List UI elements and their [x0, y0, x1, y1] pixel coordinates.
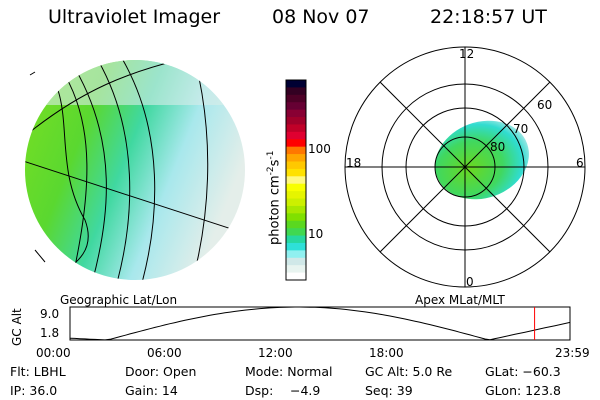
colorbar-band — [286, 102, 306, 111]
colorbar-band — [286, 131, 306, 140]
colorbar-band — [286, 250, 306, 259]
unit-s: s — [267, 159, 283, 167]
colorbar-band — [286, 161, 306, 170]
colorbar-band — [286, 176, 306, 185]
mlt-12: 12 — [459, 47, 475, 61]
glon: GLon: 123.8 — [485, 383, 561, 398]
mlt-18: 18 — [346, 156, 362, 170]
colorbar-frame — [285, 79, 307, 281]
xtick: 00:00 — [36, 346, 71, 360]
geographic-map — [25, 60, 245, 280]
lat-60: 60 — [537, 98, 553, 112]
colorbar-band — [286, 198, 306, 207]
unit-text: photon cm — [267, 175, 283, 245]
colorbar-band — [286, 146, 306, 155]
colorbar-band — [286, 154, 306, 162]
seq: Seq: 39 — [365, 383, 413, 398]
dsp-label: Dsp: — [245, 383, 274, 398]
colorbar-band — [286, 265, 306, 274]
colorbar-band — [286, 242, 306, 251]
xtick: 18:00 — [369, 346, 404, 360]
ip: IP: 36.0 — [10, 383, 58, 398]
unit-exp2: -1 — [266, 150, 276, 160]
colorbar-band — [286, 87, 306, 96]
colorbar-band — [286, 117, 306, 125]
mlt-6: 6 — [576, 156, 584, 170]
mlt-0: 0 — [466, 275, 474, 289]
colorbar-band — [286, 205, 306, 214]
polar-map — [344, 46, 586, 288]
colorbar — [285, 79, 307, 281]
filter: Flt: LBHL — [10, 364, 66, 379]
door: Door: Open — [125, 364, 197, 379]
colorbar-band — [286, 213, 306, 222]
lat-70: 70 — [513, 122, 529, 136]
left-map-caption: Geographic Lat/Lon — [60, 293, 178, 307]
colorbar-band — [286, 139, 306, 148]
colorbar-band — [286, 272, 306, 281]
colorbar-band — [286, 109, 306, 118]
alt-ytick-max: 9.0 — [40, 307, 60, 321]
colorbar-band — [286, 257, 306, 266]
gc-alt: GC Alt: 5.0 Re — [365, 364, 453, 379]
right-map-caption: Apex MLat/MLT — [415, 293, 505, 307]
date: 08 Nov 07 — [272, 6, 370, 28]
instrument-title: Ultraviolet Imager — [48, 6, 221, 28]
colorbar-band — [286, 80, 306, 88]
unit-exp1: -2 — [266, 166, 276, 176]
time: 22:18:57 UT — [430, 6, 547, 28]
colorbar-band — [286, 183, 306, 192]
glat: GLat: −60.3 — [485, 364, 561, 379]
alt-ytick-min: 1.8 — [40, 326, 60, 340]
colorbar-band — [286, 124, 306, 133]
xtick: 06:00 — [147, 346, 182, 360]
mode: Mode: Normal — [245, 364, 333, 379]
colorbar-label: photon cm-2s-1 — [266, 151, 282, 245]
colorbar-band — [286, 228, 306, 237]
colorbar-tick-10: 10 — [308, 227, 324, 241]
colorbar-tick-100: 100 — [308, 142, 331, 156]
colorbar-band — [286, 220, 306, 229]
colorbar-band — [286, 191, 306, 200]
colorbar-band — [286, 235, 306, 244]
dsp-value: −4.9 — [290, 383, 321, 398]
lat-80: 80 — [490, 140, 506, 154]
colorbar-band — [286, 168, 306, 177]
xtick: 23:59 — [555, 346, 590, 360]
xtick: 12:00 — [258, 346, 293, 360]
colorbar-band — [286, 94, 306, 103]
gain: Gain: 14 — [125, 383, 178, 398]
altitude-plot — [69, 306, 571, 341]
alt-ylabel: GC Alt — [10, 308, 24, 346]
